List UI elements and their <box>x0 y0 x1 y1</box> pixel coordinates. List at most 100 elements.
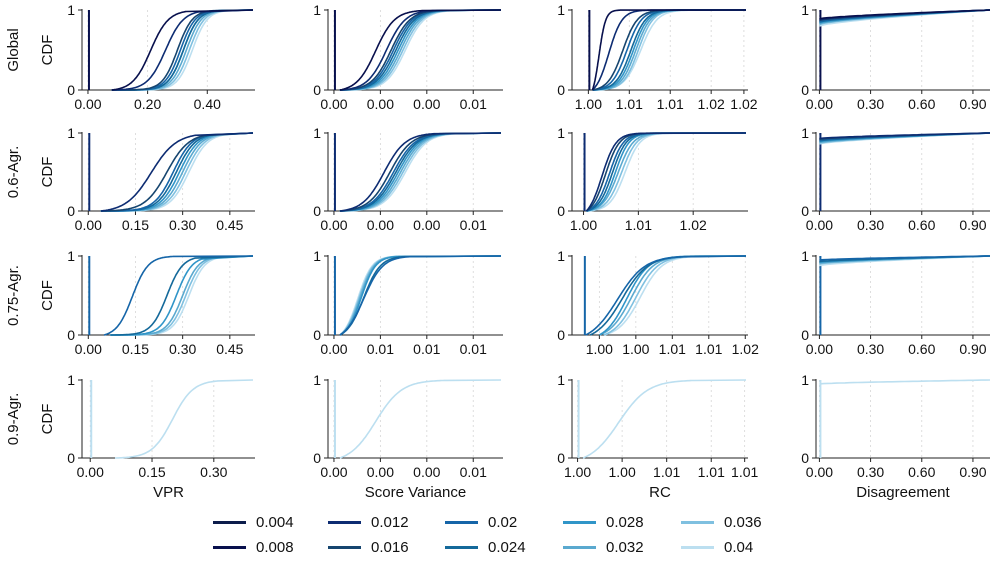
y-tick-label: 0 <box>801 203 809 219</box>
cdf-series-0.032 <box>110 255 254 336</box>
x-tick-label: 0.01 <box>367 341 394 357</box>
x-axis-title: Score Variance <box>365 484 466 501</box>
legend-swatch <box>681 520 714 524</box>
x-tick-label: 0.00 <box>367 96 394 112</box>
cdf-series-0.024 <box>589 255 747 336</box>
y-tick-label: 0 <box>313 203 321 219</box>
x-tick-label: 0.90 <box>959 96 986 112</box>
x-tick-label: 0.00 <box>367 217 394 233</box>
cdf-series-0.024 <box>339 255 502 336</box>
x-tick-label: 0.30 <box>857 217 884 233</box>
cdf-series-0.016 <box>339 132 502 212</box>
legend-label: 0.036 <box>724 513 762 531</box>
legend-item: 0.008 <box>213 537 294 557</box>
x-tick-label: 1.01 <box>653 464 680 480</box>
x-tick-label: 0.00 <box>75 341 102 357</box>
x-tick-label: 1.02 <box>698 96 725 112</box>
legend-label: 0.02 <box>488 513 518 531</box>
legend-swatch <box>563 520 596 524</box>
legend-swatch <box>445 520 478 524</box>
x-tick-label: 0.00 <box>75 217 102 233</box>
x-tick-label: 1.00 <box>586 341 613 357</box>
y-tick-label: 0 <box>67 82 75 98</box>
x-tick-label: 1.00 <box>564 464 591 480</box>
x-tick-label: 0.00 <box>320 341 347 357</box>
cdf-series-0.012 <box>100 132 254 212</box>
y-tick-label: 1 <box>313 125 321 141</box>
cdf-series-0.024 <box>110 255 254 336</box>
cdf-series-0.028 <box>111 9 254 91</box>
x-axis-title: RC <box>649 484 671 501</box>
y-tick-label: 0 <box>557 82 565 98</box>
cdf-series-0.04 <box>582 379 747 459</box>
panel-r3-c3: 0 1 0.00 0.30 0.60 0.90 <box>801 372 991 480</box>
legend-item: 0.032 <box>563 537 644 557</box>
y-tick-label: 0 <box>801 82 809 98</box>
legend-label: 0.008 <box>256 538 294 556</box>
legend-label: 0.04 <box>724 538 754 556</box>
x-tick-label: 0.30 <box>857 464 884 480</box>
legend-label: 0.028 <box>606 513 644 531</box>
cdf-series-0.04 <box>115 379 254 459</box>
cdf-series-0.016 <box>339 9 502 91</box>
panel-r0-c3: 0 1 0.00 0.30 0.60 0.90 <box>801 2 991 112</box>
cdf-series-0.012 <box>591 9 747 91</box>
x-tick-label: 0.00 <box>367 464 394 480</box>
legend-item: 0.024 <box>445 537 526 557</box>
x-tick-label: 0.00 <box>320 217 347 233</box>
x-tick-label: 0.01 <box>460 217 487 233</box>
cdf-series-0.016 <box>111 9 254 91</box>
x-tick-label: 0.01 <box>413 341 440 357</box>
y-tick-label: 1 <box>67 2 75 18</box>
y-tick-label: 0 <box>67 327 75 343</box>
x-tick-label: 1.00 <box>622 341 649 357</box>
cdf-series-0.028 <box>592 9 747 91</box>
x-tick-label: 0.01 <box>460 464 487 480</box>
legend-label: 0.012 <box>371 513 409 531</box>
cdf-series-0.036 <box>592 9 747 91</box>
cdf-series-0.04 <box>592 9 747 91</box>
cdf-series-0.024 <box>592 9 747 91</box>
x-tick-label: 0.40 <box>194 96 221 112</box>
x-tick-label: 0.00 <box>806 341 833 357</box>
legend-label: 0.016 <box>371 538 409 556</box>
cdf-series-0.016 <box>592 9 747 91</box>
x-tick-label: 1.02 <box>732 341 759 357</box>
y-tick-label: 0 <box>67 203 75 219</box>
x-tick-label: 1.01 <box>625 217 652 233</box>
cdf-series-0.02 <box>111 9 254 91</box>
cdf-series-0.012 <box>585 132 747 212</box>
x-tick-label: 0.60 <box>908 341 935 357</box>
legend-swatch <box>328 545 361 549</box>
legend-label: 0.024 <box>488 538 526 556</box>
x-tick-label: 0.15 <box>122 341 149 357</box>
cdf-series-0.02 <box>819 255 991 261</box>
y-tick-label: 1 <box>557 248 565 264</box>
y-tick-label: 0 <box>557 203 565 219</box>
row-label: 0.6-Agr. <box>5 146 22 199</box>
y-tick-label: 1 <box>313 248 321 264</box>
y-tick-label: 1 <box>557 2 565 18</box>
row-label: 0.75-Agr. <box>5 265 22 326</box>
legend-swatch <box>681 545 714 549</box>
x-tick-label: 0.00 <box>320 96 347 112</box>
y-axis-label: CDF <box>39 35 56 66</box>
panel-r1-c1: 0 1 0.00 0.00 0.00 0.01 <box>313 125 503 233</box>
panel-r0-c2: 0 1 1.00 1.01 1.01 1.02 1.02 <box>557 2 758 112</box>
panel-r1-c3: 0 1 0.00 0.30 0.60 0.90 <box>801 125 991 233</box>
panel-r3-c2: 0 1 1.00 1.00 1.01 1.01 1.01 <box>557 372 758 480</box>
x-tick-label: 1.01 <box>695 341 722 357</box>
x-tick-label: 0.30 <box>169 341 196 357</box>
x-tick-label: 0.00 <box>413 217 440 233</box>
cdf-series-0.012 <box>339 132 502 212</box>
x-tick-label: 1.01 <box>659 341 686 357</box>
cdf-series-0.02 <box>586 132 747 212</box>
cdf-series-0.04 <box>110 255 254 336</box>
legend-swatch <box>563 545 596 549</box>
x-tick-label: 0.00 <box>806 464 833 480</box>
row-label: Global <box>5 28 22 71</box>
panel-r2-c1: 0 1 0.00 0.01 0.01 0.01 <box>313 248 503 357</box>
cdf-series-0.012 <box>339 9 502 91</box>
cdf-series-0.04 <box>111 9 254 91</box>
